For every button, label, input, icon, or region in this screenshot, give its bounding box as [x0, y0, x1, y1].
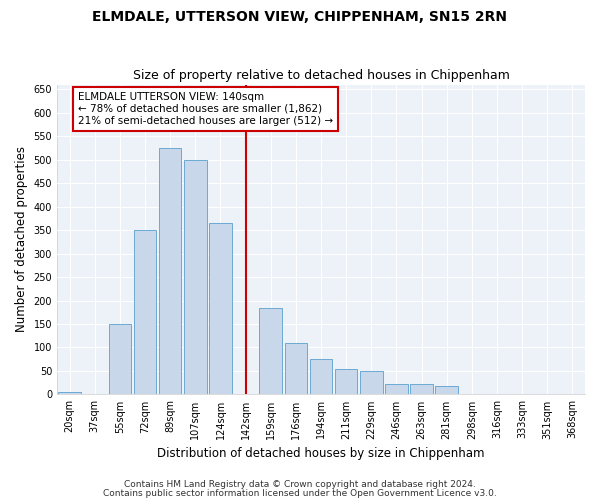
- Bar: [209, 223, 232, 394]
- Text: ELMDALE UTTERSON VIEW: 140sqm
← 78% of detached houses are smaller (1,862)
21% o: ELMDALE UTTERSON VIEW: 140sqm ← 78% of d…: [78, 92, 333, 126]
- X-axis label: Distribution of detached houses by size in Chippenham: Distribution of detached houses by size …: [157, 447, 485, 460]
- Bar: [184, 160, 206, 394]
- Bar: [109, 324, 131, 394]
- Title: Size of property relative to detached houses in Chippenham: Size of property relative to detached ho…: [133, 69, 509, 82]
- Text: Contains HM Land Registry data © Crown copyright and database right 2024.: Contains HM Land Registry data © Crown c…: [124, 480, 476, 489]
- Bar: [410, 384, 433, 394]
- Bar: [259, 308, 282, 394]
- Bar: [134, 230, 157, 394]
- Text: Contains public sector information licensed under the Open Government Licence v3: Contains public sector information licen…: [103, 488, 497, 498]
- Bar: [284, 343, 307, 394]
- Bar: [310, 359, 332, 394]
- Bar: [436, 386, 458, 394]
- Bar: [385, 384, 408, 394]
- Bar: [58, 392, 81, 394]
- Text: ELMDALE, UTTERSON VIEW, CHIPPENHAM, SN15 2RN: ELMDALE, UTTERSON VIEW, CHIPPENHAM, SN15…: [92, 10, 508, 24]
- Bar: [159, 148, 181, 394]
- Y-axis label: Number of detached properties: Number of detached properties: [15, 146, 28, 332]
- Bar: [360, 371, 383, 394]
- Bar: [335, 368, 358, 394]
